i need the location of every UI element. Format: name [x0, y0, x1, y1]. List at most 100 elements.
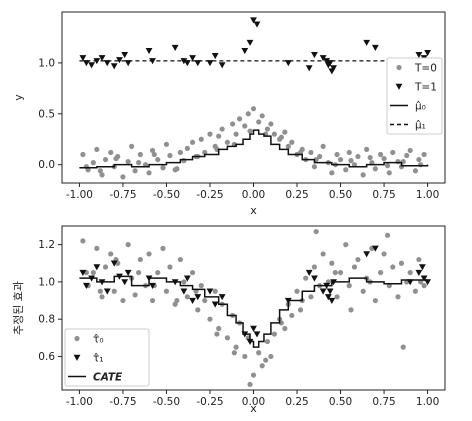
data-point-circle: [108, 251, 114, 257]
data-point-triangle: [284, 60, 292, 67]
data-point-circle: [219, 126, 225, 132]
data-point-circle: [184, 145, 190, 151]
data-point-triangle: [253, 21, 261, 28]
data-point-circle: [250, 372, 257, 378]
legend-label: μ̂₀: [415, 101, 426, 113]
data-point-triangle: [241, 47, 249, 55]
data-point-circle: [390, 149, 396, 156]
x-tick-label: 0.00: [242, 396, 265, 408]
data-point-circle: [102, 156, 109, 163]
y-axis-label: y: [12, 94, 25, 101]
y-tick-label: 0.0: [38, 159, 55, 171]
data-point-circle: [174, 297, 180, 304]
data-point-circle: [137, 151, 143, 158]
data-point-circle: [102, 264, 109, 270]
data-point-circle: [216, 133, 222, 139]
data-point-circle: [163, 288, 170, 294]
data-point-circle: [395, 294, 401, 300]
data-point-circle: [285, 143, 291, 149]
data-point-circle: [367, 154, 373, 161]
series-step-2: [79, 129, 429, 169]
data-point-circle: [421, 151, 427, 158]
data-point-circle: [132, 168, 138, 174]
data-point-triangle: [326, 60, 334, 67]
data-point-circle: [337, 269, 344, 276]
data-point-circle: [282, 129, 288, 135]
x-tick-label: 0.00: [242, 189, 265, 201]
data-point-triangle: [171, 44, 179, 52]
x-tick-label: -0.75: [109, 396, 136, 408]
data-point-circle: [94, 245, 100, 251]
legend-marker: [395, 83, 403, 90]
data-point-circle: [364, 146, 370, 153]
data-point-triangle: [82, 282, 90, 290]
data-point-circle: [398, 260, 405, 266]
data-point-triangle: [183, 60, 191, 67]
data-point-triangle: [149, 282, 156, 290]
legend-marker: [396, 64, 402, 71]
data-point-triangle: [110, 260, 118, 267]
data-point-circle: [230, 121, 236, 127]
data-point-triangle: [415, 52, 423, 59]
legend-label: μ̂₁: [415, 120, 426, 132]
data-point-circle: [332, 269, 338, 276]
data-point-circle: [346, 283, 352, 289]
legend: T=0 T=1 μ̂₀ μ̂₁: [386, 57, 443, 135]
data-point-triangle: [93, 264, 101, 271]
data-point-circle: [390, 264, 396, 270]
data-point-circle: [80, 238, 86, 244]
data-point-triangle: [121, 279, 129, 286]
data-point-circle: [167, 264, 173, 270]
data-point-triangle: [328, 297, 336, 304]
y-tick-label: 1.0: [38, 276, 55, 288]
data-point-triangle: [311, 275, 318, 282]
data-point-triangle: [189, 55, 196, 62]
legend-marker: [73, 354, 81, 361]
data-point-circle: [355, 153, 361, 160]
data-point-circle: [125, 159, 131, 165]
x-axis-label: x: [250, 204, 257, 217]
x-tick-label: -0.25: [196, 189, 223, 201]
data-point-triangle: [420, 275, 428, 282]
data-point-circle: [308, 294, 314, 300]
data-point-circle: [407, 269, 413, 276]
data-point-circle: [317, 153, 323, 160]
data-point-circle: [155, 269, 161, 276]
data-point-circle: [400, 344, 406, 350]
data-point-circle: [247, 381, 253, 388]
data-point-circle: [181, 158, 187, 164]
data-point-circle: [372, 166, 378, 172]
data-point-circle: [294, 288, 300, 294]
data-point-circle: [259, 113, 265, 119]
data-point-triangle: [424, 49, 431, 57]
legend-label: T=1: [414, 82, 437, 94]
data-point-circle: [412, 168, 419, 174]
data-point-circle: [111, 288, 117, 294]
data-point-circle: [146, 170, 152, 176]
data-point-circle: [184, 294, 190, 300]
data-point-circle: [132, 292, 138, 298]
legend-frame: [64, 328, 150, 387]
data-point-circle: [99, 294, 105, 300]
data-point-circle: [329, 260, 335, 266]
series-points-1: [79, 17, 431, 75]
data-point-triangle: [180, 288, 188, 295]
data-point-triangle: [194, 294, 202, 301]
data-point-triangle: [116, 57, 123, 64]
data-point-circle: [250, 106, 257, 112]
data-point-triangle: [250, 17, 257, 24]
data-point-circle: [348, 158, 354, 164]
data-point-circle: [348, 307, 354, 313]
data-point-circle: [320, 143, 326, 149]
data-point-circle: [195, 307, 201, 313]
data-point-circle: [416, 256, 422, 263]
legend: τ̂₀ τ̂₁ CATE: [64, 328, 150, 387]
data-point-circle: [418, 162, 424, 168]
data-point-triangle: [363, 251, 371, 258]
data-point-triangle: [330, 65, 337, 72]
data-point-circle: [256, 350, 262, 356]
data-point-triangle: [415, 269, 423, 276]
data-point-triangle: [250, 325, 257, 332]
x-tick-label: 1.00: [416, 189, 439, 201]
data-point-circle: [271, 131, 277, 137]
